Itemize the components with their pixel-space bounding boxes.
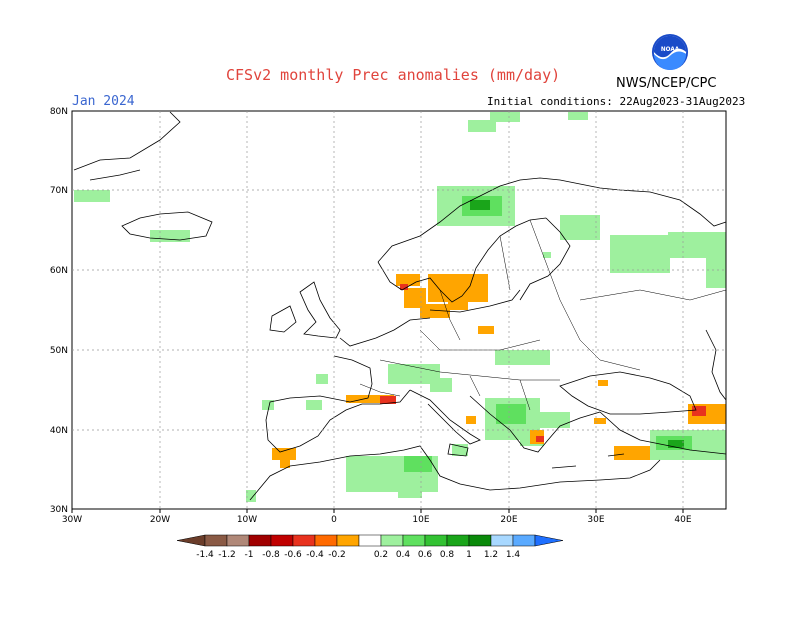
legend-label: -0.4 bbox=[306, 550, 324, 560]
legend-swatch bbox=[424, 534, 448, 547]
legend-swatch bbox=[314, 534, 338, 547]
legend-label: 0.4 bbox=[396, 550, 411, 560]
legend-label: 0.8 bbox=[440, 550, 455, 560]
legend-label: 1.4 bbox=[506, 550, 521, 560]
legend-swatch bbox=[248, 534, 272, 547]
legend-swatch bbox=[512, 534, 536, 547]
legend-swatch bbox=[358, 534, 382, 547]
lon-label: 40E bbox=[674, 515, 691, 525]
lat-label: 60N bbox=[50, 266, 68, 276]
chart-title: CFSv2 monthly Prec anomalies (mm/day) bbox=[226, 66, 561, 84]
legend-swatch bbox=[402, 534, 426, 547]
lon-ticks bbox=[71, 509, 684, 513]
legend-label: -1.2 bbox=[218, 550, 236, 560]
legend-label: 0.6 bbox=[418, 550, 433, 560]
lon-label: 20E bbox=[500, 515, 517, 525]
legend-label: -0.8 bbox=[262, 550, 280, 560]
legend-label: 1.2 bbox=[484, 550, 498, 560]
lon-label: 20W bbox=[150, 515, 170, 525]
lat-axis: 80N 70N 60N 50N 40N 30N bbox=[50, 107, 68, 515]
map-frame bbox=[71, 110, 727, 510]
legend-swatch bbox=[380, 534, 404, 547]
lon-axis: 30W 20W 10W 0 10E 20E 30E 40E bbox=[62, 515, 692, 525]
legend-swatch bbox=[270, 534, 294, 547]
lat-label: 70N bbox=[50, 186, 68, 196]
agency-label: NWS/NCEP/CPC bbox=[616, 76, 717, 91]
legend-label: -0.2 bbox=[328, 550, 346, 560]
initial-conditions: Initial conditions: 22Aug2023-31Aug2023 bbox=[487, 95, 746, 108]
lat-label: 30N bbox=[50, 505, 68, 515]
legend-arrow-left bbox=[176, 534, 206, 547]
legend-swatch bbox=[204, 534, 228, 547]
wet-anomaly-areas bbox=[74, 112, 726, 502]
legend-swatch bbox=[490, 534, 514, 547]
coastlines bbox=[73, 111, 727, 501]
legend-label: 1 bbox=[466, 550, 472, 560]
lat-label: 40N bbox=[50, 426, 68, 436]
svg-text:NOAA: NOAA bbox=[661, 47, 680, 53]
legend-swatch bbox=[468, 534, 492, 547]
legend-swatch bbox=[226, 534, 250, 547]
legend-swatch bbox=[446, 534, 470, 547]
legend-label: -1.4 bbox=[196, 550, 214, 560]
legend-swatch bbox=[292, 534, 316, 547]
country-borders bbox=[359, 219, 727, 411]
legend-swatch bbox=[336, 534, 360, 547]
legend-label: -1 bbox=[245, 550, 254, 560]
legend-arrow-right bbox=[534, 534, 564, 547]
forecast-month: Jan 2024 bbox=[72, 94, 135, 109]
lon-label: 30E bbox=[587, 515, 604, 525]
lat-label: 80N bbox=[50, 107, 68, 117]
lat-label: 50N bbox=[50, 346, 68, 356]
very-wet-areas bbox=[470, 200, 684, 448]
lon-label: 10W bbox=[237, 515, 257, 525]
legend-label: 0.2 bbox=[374, 550, 388, 560]
noaa-logo-icon: NOAA bbox=[651, 33, 689, 71]
legend-label: -0.6 bbox=[284, 550, 302, 560]
strong-dry-areas bbox=[380, 284, 706, 442]
lon-label: 10E bbox=[412, 515, 429, 525]
legend-labels: -1.4 -1.2 -1 -0.8 -0.6 -0.4 -0.2 0.2 0.4 0.6 0.8 1 1… bbox=[196, 550, 520, 560]
graticule bbox=[72, 111, 726, 509]
lon-label: 30W bbox=[62, 515, 82, 525]
dry-anomaly-areas bbox=[272, 274, 726, 468]
color-legend bbox=[176, 534, 564, 547]
lon-label: 0 bbox=[331, 515, 337, 525]
